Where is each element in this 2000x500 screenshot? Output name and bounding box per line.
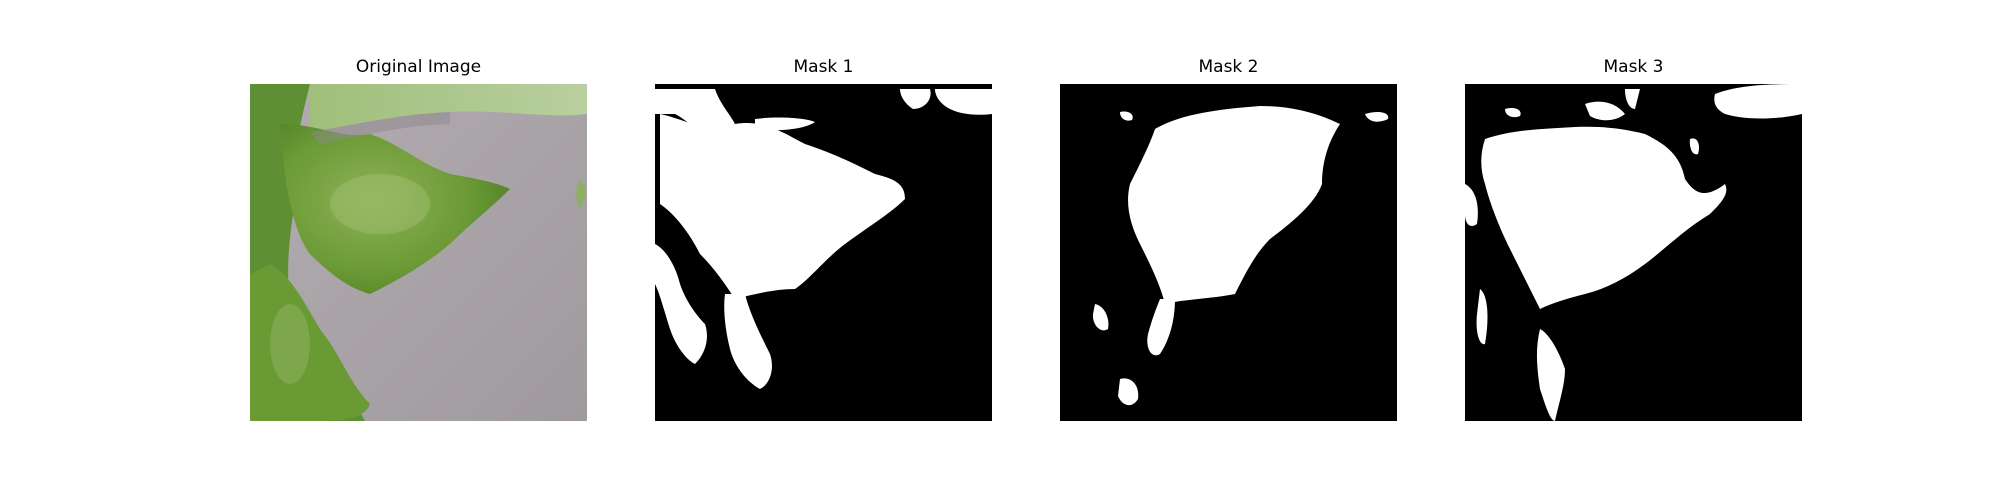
- panel-title: Mask 2: [1198, 57, 1259, 77]
- original-image: [250, 84, 587, 421]
- mask-2-svg: [1060, 84, 1397, 421]
- mask-2-image: [1060, 84, 1397, 421]
- mask-3-svg: [1465, 84, 1802, 421]
- panel-title: Mask 3: [1603, 57, 1664, 77]
- leaf-photo-image: [250, 84, 587, 421]
- panel-mask-1: Mask 1: [655, 52, 992, 421]
- mask-1-image: [655, 84, 992, 421]
- panel-title: Original Image: [355, 57, 482, 77]
- panel-original-image: Original Image: [250, 52, 587, 421]
- panel-mask-2: Mask 2: [1060, 52, 1397, 421]
- panel-title: Mask 1: [793, 57, 854, 77]
- panel-mask-3: Mask 3: [1465, 52, 1802, 421]
- mask-3-image: [1465, 84, 1802, 421]
- mask-1-svg: [655, 84, 992, 421]
